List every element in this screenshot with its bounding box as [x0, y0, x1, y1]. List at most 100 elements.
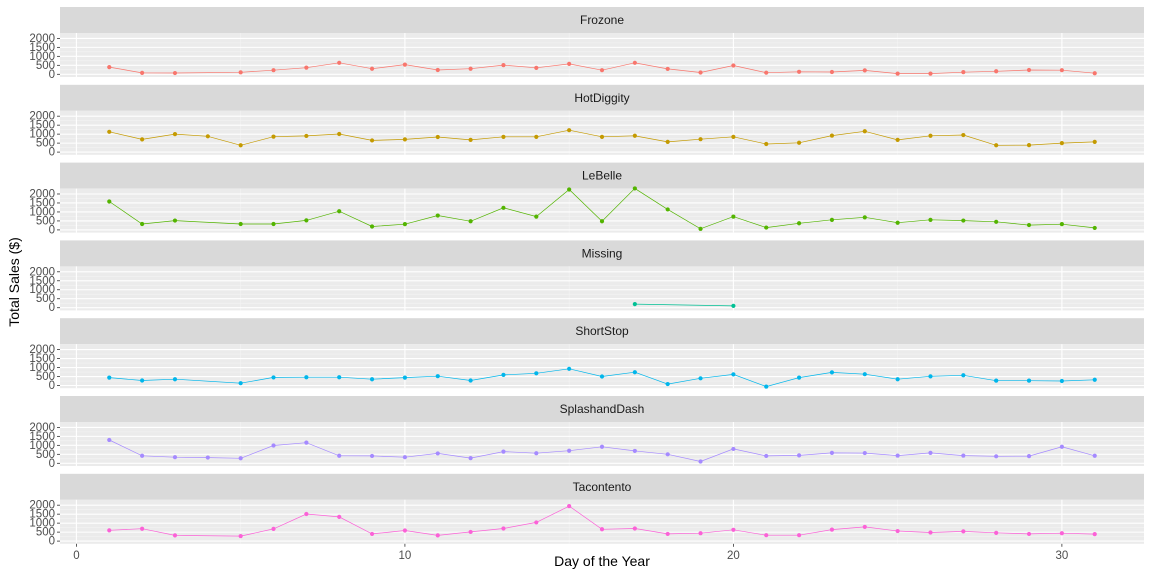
data-point [665, 381, 670, 387]
data-point [534, 371, 539, 376]
data-point [107, 437, 112, 443]
data-point [534, 451, 539, 456]
data-point [599, 134, 605, 139]
data-point [271, 221, 276, 227]
data-point [731, 134, 736, 139]
data-point [107, 199, 112, 204]
y-tick-label: 0 [49, 224, 55, 236]
data-point [402, 528, 408, 533]
data-point [172, 218, 178, 223]
data-point [337, 60, 342, 65]
data-point [140, 70, 145, 75]
data-point [961, 70, 966, 75]
data-point [1026, 67, 1032, 73]
data-point [731, 214, 736, 219]
facet-strip-label: Missing [582, 246, 623, 260]
panel-background [60, 110, 1144, 155]
y-tick-label: 2000 [29, 111, 55, 123]
data-point [172, 132, 178, 137]
data-point [796, 69, 802, 74]
data-point [698, 459, 703, 464]
x-tick-label: 20 [727, 550, 740, 562]
data-point [172, 455, 178, 460]
facet-strip-label: Tacontento [573, 480, 632, 494]
facet-strip [60, 162, 1144, 189]
data-point [567, 187, 572, 192]
data-point [829, 217, 835, 222]
facet-strip-label: Frozone [580, 13, 624, 27]
data-point [632, 60, 637, 65]
data-point [731, 303, 736, 309]
data-point [337, 131, 342, 137]
data-point [698, 70, 703, 75]
data-point [1059, 222, 1064, 227]
data-point [698, 137, 703, 142]
data-point [501, 134, 506, 139]
data-point [304, 218, 309, 223]
data-point [1059, 531, 1064, 536]
data-point [895, 377, 900, 382]
data-point [468, 66, 473, 71]
data-point [632, 133, 637, 138]
data-point [665, 139, 670, 144]
data-point [304, 65, 309, 70]
data-point [862, 372, 867, 377]
data-point [567, 366, 572, 371]
data-point [238, 456, 243, 461]
y-tick-label: 1500 [29, 42, 55, 54]
data-point [238, 221, 243, 227]
data-point [435, 67, 440, 73]
facet-strip [60, 240, 1144, 267]
data-point [1092, 225, 1097, 231]
y-tick-label: 500 [36, 293, 55, 305]
data-point [632, 370, 637, 375]
facet-strip-label: HotDiggity [574, 91, 629, 105]
data-point [632, 526, 637, 531]
data-point [238, 381, 243, 386]
facet-strip-label: LeBelle [582, 169, 622, 183]
y-tick-label: 1000 [29, 518, 55, 530]
y-tick-label: 500 [36, 138, 55, 150]
data-point [796, 453, 802, 458]
data-point [764, 70, 769, 75]
series-line-missing [634, 303, 734, 307]
y-tick-label: 1000 [29, 362, 55, 374]
data-point [961, 373, 966, 378]
data-point [862, 129, 867, 134]
data-point [665, 531, 670, 537]
data-point [829, 133, 835, 138]
data-point [369, 138, 375, 143]
data-point [501, 372, 506, 378]
y-tick-label: 500 [36, 215, 55, 227]
x-tick-label: 10 [399, 550, 412, 562]
facet-strip [60, 7, 1144, 33]
data-point [599, 374, 605, 379]
data-point [205, 134, 210, 139]
data-point [402, 375, 408, 380]
data-point [796, 140, 802, 145]
data-point [402, 455, 408, 460]
data-point [1026, 531, 1032, 537]
data-point [369, 531, 375, 537]
data-point [895, 220, 900, 225]
data-point [140, 378, 145, 383]
data-point [1059, 444, 1064, 449]
data-point [140, 526, 145, 531]
y-tick-label: 0 [49, 458, 55, 470]
data-point [599, 68, 605, 73]
data-point [764, 533, 769, 538]
data-point [961, 218, 966, 223]
y-tick-label: 0 [49, 302, 55, 314]
data-point [994, 530, 999, 535]
y-tick-label: 500 [36, 527, 55, 539]
y-tick-label: 2000 [29, 188, 55, 200]
data-point [172, 70, 178, 76]
data-point [172, 533, 178, 538]
data-point [107, 65, 112, 70]
data-point [698, 531, 703, 536]
data-point [402, 137, 408, 142]
data-point [304, 375, 309, 380]
data-point [435, 533, 440, 538]
data-point [665, 66, 670, 72]
